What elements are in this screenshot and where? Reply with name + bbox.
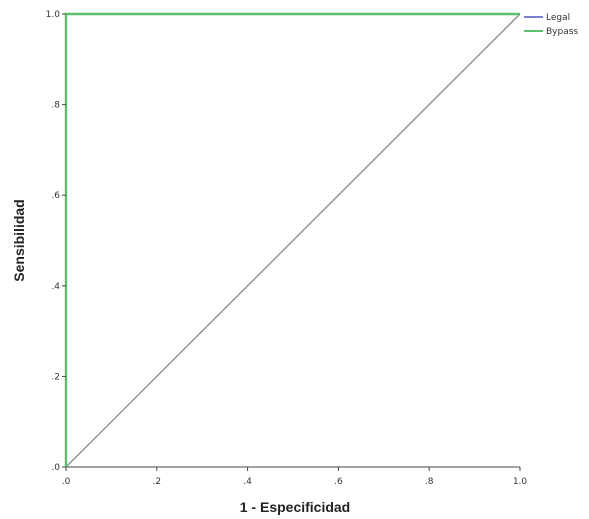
- x-axis-title: 1 - Especificidad: [240, 499, 350, 515]
- x-tick-label: 1.0: [513, 477, 528, 487]
- legend-label: Legal: [546, 13, 570, 23]
- y-axis-title: Sensibilidad: [11, 199, 27, 281]
- y-tick-label: .4: [51, 282, 60, 292]
- y-tick-label: .0: [51, 463, 60, 473]
- x-tick-label: .6: [334, 477, 343, 487]
- y-tick-label: .8: [51, 101, 60, 111]
- x-tick-label: .8: [425, 477, 434, 487]
- legend-label: Bypass: [546, 27, 578, 37]
- x-tick-label: .2: [153, 477, 162, 487]
- y-tick-label: .6: [51, 191, 60, 201]
- y-tick-label: 1.0: [46, 10, 61, 20]
- legend: Legal Bypass: [524, 13, 578, 37]
- x-tick-label: .4: [243, 477, 252, 487]
- y-tick-label: .2: [51, 372, 60, 382]
- reference-diagonal: [65, 13, 521, 468]
- reference-line: [65, 13, 521, 468]
- tick-labels: .0 .2 .4 .6 .8 1.0 .0 .2 .4 .6 .8 1.0: [46, 10, 528, 487]
- x-tick-label: .0: [62, 477, 71, 487]
